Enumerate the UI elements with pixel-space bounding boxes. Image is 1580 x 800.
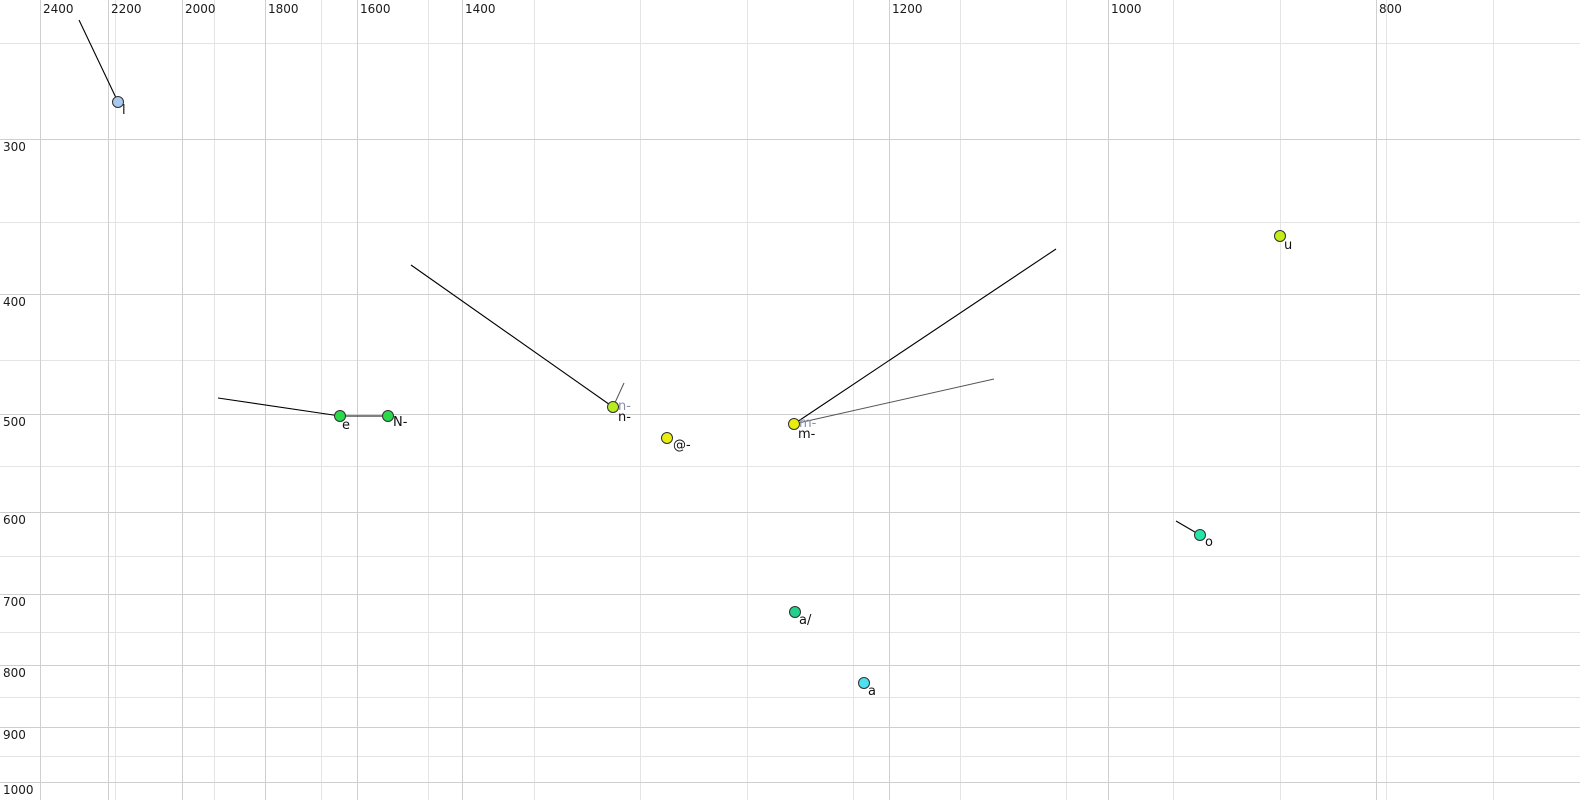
y-tick-label: 500 — [3, 415, 26, 429]
series-line-m-lower — [793, 378, 995, 425]
data-point-label: a — [868, 684, 876, 699]
y-tick-label: 900 — [3, 728, 26, 742]
data-point-label: l — [122, 103, 126, 118]
data-point-label: N- — [393, 415, 408, 430]
data-point-label-ghost: m- — [799, 416, 817, 431]
data-point-a[interactable] — [789, 606, 801, 618]
series-lines-layer — [78, 19, 1201, 536]
y-axis-ticks: 300 400 500 600 700 800 900 1000 — [3, 140, 34, 797]
x-tick-label: 2000 — [185, 2, 216, 16]
data-points-layer — [112, 96, 1286, 689]
data-point-label: e — [342, 418, 350, 433]
data-point-label: o — [1205, 535, 1213, 550]
data-point-m[interactable] — [788, 418, 800, 430]
series-line-e-track — [217, 397, 388, 417]
x-tick-label: 1400 — [465, 2, 496, 16]
data-point-o[interactable] — [1194, 529, 1206, 541]
x-tick-label: 2200 — [111, 2, 142, 16]
data-point-u[interactable] — [1274, 230, 1286, 242]
x-axis-ticks: 2400 2200 2000 1800 1600 1400 1200 1000 800 — [43, 2, 1402, 16]
series-line-n-track — [410, 264, 614, 408]
y-tick-label: 600 — [3, 513, 26, 527]
data-point-l[interactable] — [112, 96, 124, 108]
x-tick-label: 800 — [1379, 2, 1402, 16]
y-tick-label: 800 — [3, 666, 26, 680]
data-point-a[interactable] — [858, 677, 870, 689]
data-point-n[interactable] — [607, 401, 619, 413]
data-point-e[interactable] — [334, 410, 346, 422]
series-line-l-track — [78, 19, 119, 103]
x-tick-label: 1000 — [1111, 2, 1142, 16]
y-tick-label: 700 — [3, 595, 26, 609]
data-point-N[interactable] — [382, 410, 394, 422]
data-point-[interactable] — [661, 432, 673, 444]
x-tick-label: 1800 — [268, 2, 299, 16]
data-point-label: n- — [618, 410, 631, 425]
data-point-label: a/ — [799, 613, 812, 628]
y-tick-label: 400 — [3, 295, 26, 309]
x-tick-label: 1200 — [892, 2, 923, 16]
data-point-labels-layer: m-n-l e N-n- @- m-u o a/a — [122, 103, 1292, 699]
x-tick-label: 2400 — [43, 2, 74, 16]
y-tick-label: 1000 — [3, 783, 34, 797]
data-point-label: m- — [798, 427, 816, 442]
y-tick-label: 300 — [3, 140, 26, 154]
data-point-label: u — [1284, 238, 1292, 253]
data-point-label: @- — [673, 438, 691, 453]
series-line-m-upper — [793, 248, 1057, 425]
data-point-label-ghost: n- — [618, 399, 631, 414]
x-tick-label: 1600 — [360, 2, 391, 16]
